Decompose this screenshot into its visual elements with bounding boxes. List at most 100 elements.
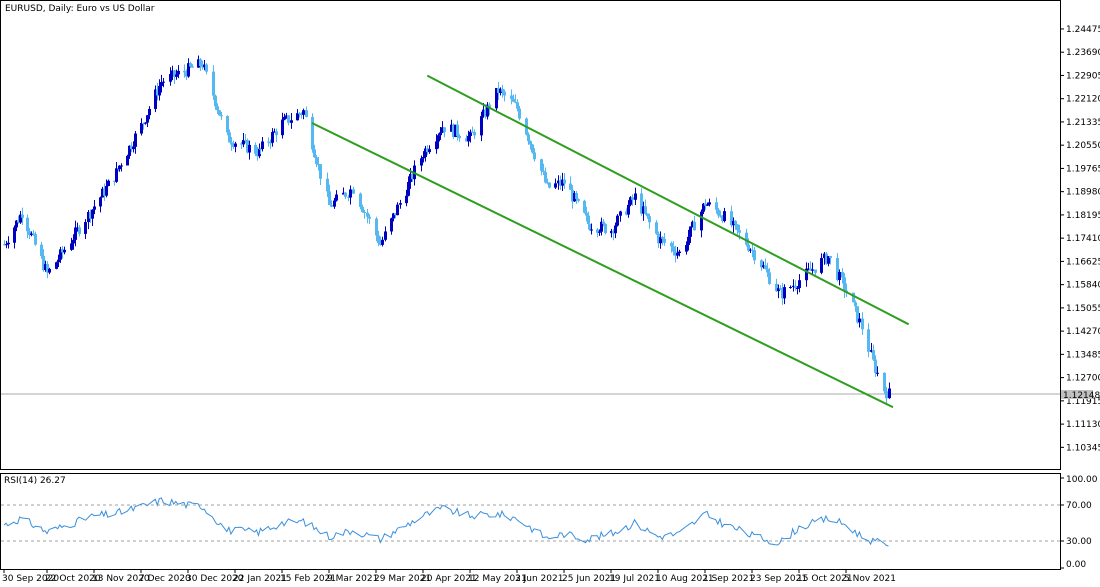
candle-body [467, 136, 470, 142]
candle-body [805, 268, 808, 281]
candle [753, 247, 756, 265]
candle [368, 214, 371, 225]
candle-body [344, 192, 347, 197]
candle-body [852, 292, 855, 303]
candle-body [598, 231, 601, 233]
candle [214, 94, 217, 110]
candle-body [305, 110, 308, 117]
candle-body [126, 155, 129, 166]
candle [529, 140, 532, 150]
candle [32, 230, 35, 236]
candle-body [230, 142, 233, 145]
candle-body [441, 127, 444, 133]
candle-body [544, 172, 547, 183]
candle-body [663, 238, 666, 243]
candle [811, 262, 814, 276]
candle-body [443, 127, 446, 132]
candle [72, 234, 75, 250]
candle [156, 82, 159, 101]
candle-body [704, 203, 707, 206]
candle [7, 236, 10, 249]
candle-body [120, 165, 123, 167]
candle-body [719, 215, 722, 217]
candle-body [661, 237, 664, 239]
candle-body [214, 95, 217, 107]
candle-body [792, 285, 795, 288]
candle-body [749, 249, 752, 251]
x-axis-label: 7 Dec 2020 [139, 574, 191, 584]
candle [140, 118, 143, 136]
candle-body [497, 88, 500, 93]
candle [781, 282, 784, 305]
candle [191, 64, 194, 68]
candle-body [779, 288, 782, 290]
candle [296, 109, 299, 121]
candle-body [203, 64, 206, 68]
candle [676, 246, 679, 259]
candle-body [128, 145, 131, 156]
candle-body [220, 115, 223, 117]
candle-body [273, 131, 276, 133]
candle [91, 209, 94, 226]
candle-body [57, 259, 60, 263]
candle-body [140, 123, 143, 134]
candle [290, 113, 293, 129]
candle [352, 186, 355, 195]
candle [751, 243, 754, 258]
candle-body [158, 85, 161, 96]
candle-body [510, 95, 513, 99]
candle [642, 201, 645, 221]
candle [614, 222, 617, 239]
candle-body [557, 180, 560, 184]
candle-body [3, 244, 6, 246]
candle-body [115, 168, 118, 182]
candle [120, 163, 123, 172]
channel-lower-line [311, 122, 894, 409]
candle [232, 140, 235, 149]
candle [437, 133, 440, 149]
candle [242, 133, 245, 148]
candle-body [811, 269, 814, 271]
candle [883, 372, 886, 395]
candle-body [352, 189, 355, 194]
candle [760, 259, 763, 271]
candle [627, 200, 630, 218]
axis-layer: 1.24475 1.23690 1.22905 1.22120 1.21335 1.205… [2, 25, 1100, 584]
candle-body [361, 206, 364, 213]
candle [867, 323, 870, 358]
candle-body [258, 148, 261, 157]
candle [42, 249, 45, 272]
candle-body [648, 216, 651, 223]
candle [189, 61, 192, 68]
x-axis-label: 1 Sep 2021 [703, 574, 754, 584]
price-layer [1, 55, 1060, 409]
candle-body [173, 70, 176, 77]
candle [63, 246, 66, 255]
candle [118, 165, 121, 172]
candle-body [590, 229, 593, 231]
candle [518, 105, 521, 121]
candle [629, 196, 632, 207]
candle [105, 179, 108, 198]
candle [766, 262, 769, 277]
channel-upper-line [426, 74, 910, 326]
candle-body [15, 220, 18, 228]
candle [333, 197, 336, 209]
candle-body [775, 283, 778, 292]
candle-body [93, 206, 96, 210]
candle [30, 231, 33, 237]
candle-body [191, 66, 194, 68]
candle-body [554, 183, 557, 188]
candle-body [84, 222, 87, 234]
candle [501, 84, 504, 98]
candle-body [189, 63, 192, 67]
rsi-axis-label: 100.00 [1066, 475, 1098, 485]
candle [542, 163, 545, 176]
candle [590, 223, 593, 235]
candle-body [283, 116, 286, 120]
candle [721, 214, 724, 224]
candle [655, 220, 658, 235]
candle-body [201, 66, 204, 68]
candle [390, 217, 393, 235]
